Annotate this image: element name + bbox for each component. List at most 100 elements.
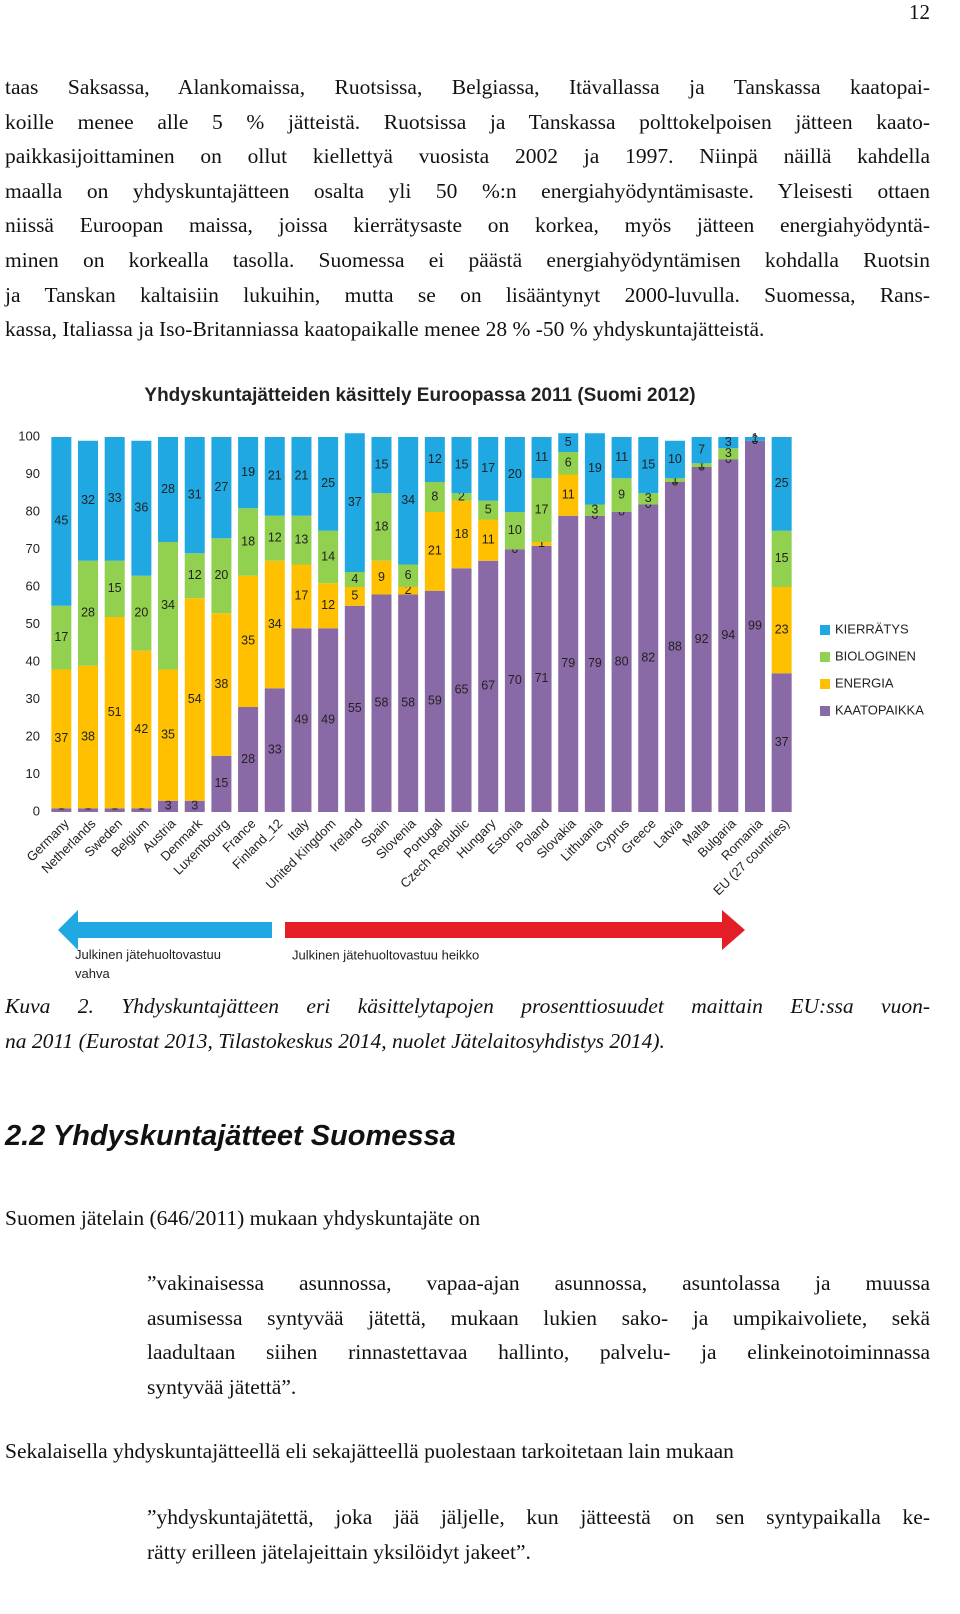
data-label: 49 [294,712,308,726]
data-label: 3 [191,798,198,812]
text-line: ”vakinaisessa asunnossa, vapaa-ajan asun… [147,1271,930,1295]
y-tick-label: 100 [18,428,40,443]
bar-segment [558,433,579,452]
data-label: 14 [321,549,335,563]
bar-segment [238,707,259,812]
x-tick-label: Latvia [650,815,686,851]
bar-segment [184,437,205,554]
bar-segment [184,598,205,801]
data-label: 20 [214,568,228,582]
bar-segment [291,515,312,565]
bar-segment [291,628,312,812]
data-label: 20 [134,606,148,620]
bar-segment [344,433,365,572]
bar-segment [478,560,499,812]
bar-segment [131,650,152,809]
data-label: 79 [561,656,575,670]
bar-segment [691,437,712,464]
y-tick-label: 10 [26,766,40,781]
chart: Yhdyskuntajätteiden käsittely Euroopassa… [18,385,924,981]
data-label: 19 [588,461,602,475]
data-label: 11 [615,450,628,464]
bar-segment [264,437,285,516]
bar-segment [558,474,579,516]
bar-segment [104,808,125,812]
section-heading: 2.2 Yhdyskuntajätteet Suomessa [5,1120,456,1152]
bar-segment [158,800,179,812]
data-label: 79 [588,656,602,670]
data-label: 58 [401,696,415,710]
bar-segment [638,437,659,494]
text-line: koille menee alle 5 % jätteistä. Ruotsis… [5,109,930,134]
text-line: kassa, Italiassa ja Iso-Britanniassa kaa… [5,317,765,342]
bar-segment [531,478,552,542]
data-label: 37 [775,735,789,749]
data-label: 23 [775,622,789,636]
bar-segment [771,530,792,587]
data-label: 38 [214,677,228,691]
bar-segment [371,560,392,595]
text-line: ja Tanskan kaltaisiin lukuihin, mutta se… [5,282,930,307]
data-label: 18 [241,534,255,548]
text-line: Sekalaisella yhdyskuntajätteellä eli sek… [5,1439,734,1463]
text-line: ”yhdyskuntajätettä, joka jää jäljelle, k… [147,1505,930,1529]
data-label: 2 [458,489,465,503]
data-label: 11 [482,532,495,546]
bar-segment [478,437,499,501]
data-label: 25 [321,476,335,490]
bar-segment [558,515,579,812]
data-label: 80 [615,654,629,668]
bar-segment [51,605,72,670]
y-tick-label: 50 [26,616,40,631]
text-line: laadultaan siihen rinnastettavaa hallint… [147,1340,930,1365]
bar-segment [211,613,232,756]
data-label: 18 [455,527,469,541]
bar-segment [291,564,312,629]
bar-segment [78,440,99,561]
bar-segment [291,437,312,516]
data-label: 31 [188,487,202,501]
bar-segment [318,583,339,629]
bar-segment [104,617,125,809]
data-label: 58 [375,696,389,710]
bar-segment [531,437,552,479]
bar-segment [264,688,285,812]
data-label: 5 [565,435,572,449]
annotation: Julkinen jätehuoltovastuu vahva [75,947,221,981]
data-label: 67 [481,679,495,693]
data-label: 33 [268,742,282,756]
bar-segment [264,515,285,561]
bar-segment [318,437,339,531]
bar-segment [664,478,685,482]
data-label: 36 [134,501,148,515]
text-line: rätty erilleen jätelajeittain yksilöidyt… [147,1539,531,1564]
bar-segment [504,549,525,812]
data-label: 11 [535,450,548,464]
bar-segment [718,448,739,460]
data-label: 3 [725,435,732,449]
bar-segment [158,437,179,542]
data-label: 3 [645,491,652,505]
data-label: 34 [401,493,415,507]
bar-segment [584,515,605,812]
bar-segment [104,560,125,617]
bar-segment [771,673,792,812]
bar-segment [424,482,445,512]
data-label: 3 [165,798,172,812]
bar-segment [504,437,525,512]
bar-segment [371,594,392,812]
data-label: 1 [698,457,705,471]
data-label: 6 [565,456,572,470]
bar-segment [771,587,792,674]
bar-segment [424,512,445,591]
bar-segment [51,669,72,809]
legend-swatch [820,625,830,635]
bar-segment [451,500,472,569]
text-line: paikkasijoittaminen on ollut kiellettyä … [5,144,930,169]
bar-segment [131,808,152,812]
bar-segment [78,808,99,812]
data-label: 82 [641,651,655,665]
bar-segment [744,440,765,812]
data-label: 99 [748,619,762,633]
data-label: 70 [508,673,522,687]
